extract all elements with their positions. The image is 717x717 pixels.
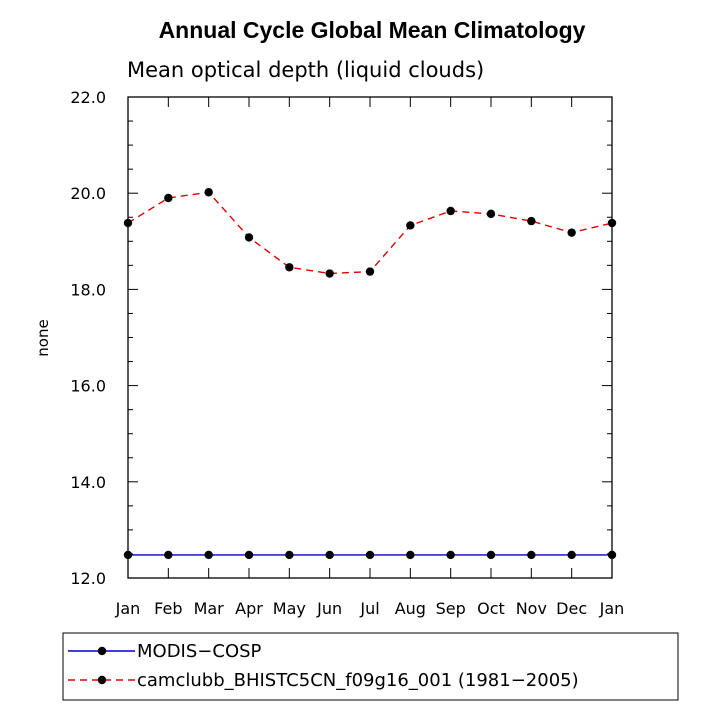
data-point-series-0 [406, 550, 415, 560]
y-tick-label: 20.0 [70, 184, 106, 203]
data-point-series-1 [285, 263, 294, 272]
x-tick-label: Aug [395, 599, 426, 618]
data-point-series-0 [164, 550, 173, 560]
data-point-series-0 [567, 550, 576, 560]
chart-title: Annual Cycle Global Mean Climatology [159, 17, 586, 43]
y-tick-label: 18.0 [70, 280, 106, 299]
x-tick-label: May [273, 599, 306, 618]
data-point-series-0 [325, 550, 334, 560]
x-tick-label: Apr [235, 599, 263, 618]
data-point-series-1 [244, 233, 254, 242]
y-tick-label: 22.0 [70, 88, 106, 107]
axis-ticks [127, 96, 613, 579]
x-tick-label: Mar [194, 599, 225, 618]
legend-label-1: camclubb_BHISTC5CN_f09g16_001 (1981−2005… [137, 670, 579, 691]
y-axis-label: none [34, 319, 52, 356]
y-tick-labels: 12.0 14.0 16.0 18.0 20.0 22.0 [70, 88, 106, 588]
data-point-series-1 [446, 206, 455, 216]
series-line-1 [127, 191, 613, 275]
legend-marker-1 [97, 675, 107, 685]
chart-subtitle: Mean optical depth (liquid clouds) [127, 58, 484, 82]
data-point-series-1 [365, 267, 375, 276]
x-tick-label: Jul [359, 599, 379, 618]
series-lines [127, 191, 613, 556]
data-point-series-0 [244, 550, 254, 560]
x-tick-label: Jun [316, 599, 342, 618]
x-tick-label: Oct [477, 599, 505, 618]
x-tick-label: Sep [436, 599, 466, 618]
data-point-series-0 [527, 550, 536, 560]
data-point-series-0 [365, 550, 375, 560]
data-point-series-1 [325, 269, 334, 278]
data-point-series-1 [567, 228, 576, 237]
legend-label-0: MODIS−COSP [137, 641, 262, 662]
data-point-series-0 [486, 550, 496, 560]
x-tick-label: Feb [154, 599, 182, 618]
plot-frame [127, 96, 613, 579]
y-tick-label: 12.0 [70, 569, 106, 588]
x-tick-label: Jan [115, 599, 141, 618]
legend-marker-0 [97, 646, 107, 656]
data-point-series-1 [486, 209, 496, 219]
x-tick-label: Nov [516, 599, 547, 618]
data-point-series-0 [285, 550, 294, 560]
x-tick-label: Jan [599, 599, 625, 618]
data-point-series-1 [204, 188, 213, 197]
data-point-series-1 [527, 216, 536, 226]
legend: MODIS−COSP camclubb_BHISTC5CN_f09g16_001 … [62, 632, 679, 701]
data-point-series-0 [204, 550, 213, 560]
data-point-series-0 [446, 550, 455, 560]
data-point-series-1 [164, 193, 173, 203]
x-tick-labels: Jan Feb Mar Apr May Jun Jul Aug Sep Oct Nov Dec Jan [115, 599, 625, 618]
x-tick-label: Dec [556, 599, 587, 618]
legend-box [62, 632, 679, 701]
y-tick-label: 16.0 [70, 377, 106, 396]
y-tick-label: 14.0 [70, 473, 106, 492]
series-points [123, 188, 617, 560]
data-point-series-1 [406, 221, 415, 230]
